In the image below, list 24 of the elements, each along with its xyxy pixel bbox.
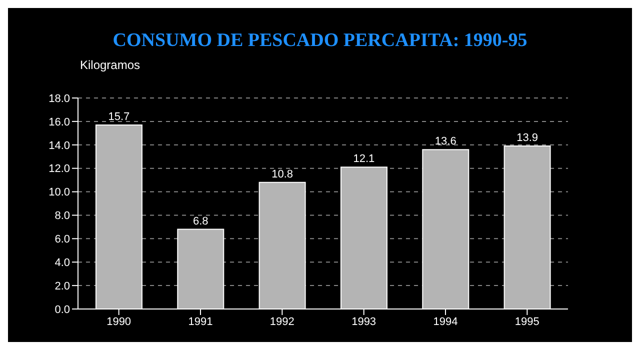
y-tick-label: 8.0 bbox=[54, 210, 70, 222]
y-tick-label: 4.0 bbox=[54, 257, 70, 270]
x-tick-label: 1990 bbox=[106, 316, 132, 328]
y-tick-label: 2.0 bbox=[54, 280, 70, 292]
y-tick-label: 0.0 bbox=[54, 304, 70, 316]
x-tick-label: 1993 bbox=[352, 316, 376, 328]
y-tick-label: 14.0 bbox=[48, 140, 70, 152]
data-label: 6.8 bbox=[192, 215, 208, 228]
y-tick-label: 10.0 bbox=[48, 186, 70, 199]
data-label: 12.1 bbox=[353, 153, 375, 166]
data-label: 13.9 bbox=[516, 132, 538, 144]
y-tick-label: 12.0 bbox=[48, 163, 70, 176]
y-tick-label: 16.0 bbox=[48, 116, 70, 128]
x-tick-label: 1994 bbox=[433, 316, 458, 328]
chart-title: CONSUMO DE PESCADO PERCAPITA: 1990-95 bbox=[112, 30, 528, 52]
data-label: 13.6 bbox=[434, 136, 456, 148]
data-label: 15.7 bbox=[108, 110, 130, 123]
y-tick-label: 18.0 bbox=[48, 92, 70, 105]
data-label: 10.8 bbox=[272, 168, 294, 180]
y-axis-title: Kilogramos bbox=[80, 58, 140, 72]
x-tick-label: 1995 bbox=[514, 316, 540, 328]
x-tick-label: 1991 bbox=[188, 316, 213, 328]
y-tick-label: 6.0 bbox=[54, 234, 70, 246]
x-tick-label: 1992 bbox=[270, 316, 294, 328]
